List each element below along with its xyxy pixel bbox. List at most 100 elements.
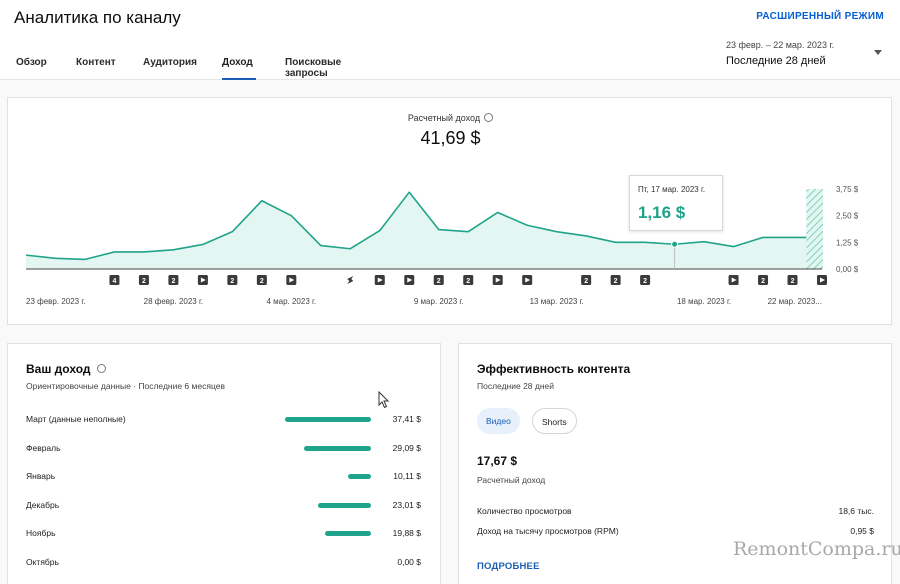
data-point[interactable]	[260, 199, 264, 203]
info-icon[interactable]	[96, 364, 106, 374]
chip-shorts[interactable]: Shorts	[532, 408, 577, 434]
video-count-label: 4	[112, 278, 116, 285]
video-count-marker[interactable]	[787, 275, 798, 285]
income-value: 10,11 $	[393, 471, 421, 481]
performance-title: Эффективность контента	[477, 362, 631, 376]
income-row: Ноябрь 19,88 $	[26, 528, 421, 542]
data-point[interactable]	[614, 240, 618, 244]
views-label: Количество просмотров	[477, 506, 572, 516]
tab-revenue[interactable]: Доход	[222, 50, 256, 80]
data-point[interactable]	[378, 229, 382, 233]
video-count-marker[interactable]	[256, 275, 267, 285]
video-count-marker[interactable]	[640, 275, 651, 285]
info-icon[interactable]	[484, 113, 494, 123]
play-icon	[525, 277, 531, 283]
y-tick-label: 2,50 $	[836, 212, 859, 221]
data-point[interactable]	[466, 230, 470, 234]
tooltip-value: 1,16 $	[638, 203, 686, 222]
performance-amount-label: Расчетный доход	[477, 475, 546, 485]
x-tick-label: 22 мар. 2023...	[768, 297, 822, 306]
advanced-mode-link[interactable]: РАСШИРЕННЫЙ РЕЖИМ	[756, 11, 884, 22]
x-tick-label: 9 мар. 2023 г.	[414, 297, 464, 306]
metric-value: 41,69 $	[420, 128, 481, 148]
date-range-label: Последние 28 дней	[726, 55, 826, 67]
video-count-marker[interactable]	[433, 275, 444, 285]
highlight-point[interactable]	[671, 240, 679, 248]
income-month: Март (данные неполные)	[26, 414, 126, 424]
video-count-marker[interactable]	[463, 275, 474, 285]
video-count-label: 2	[260, 278, 264, 285]
y-tick-label: 3,75 $	[836, 185, 859, 194]
data-point[interactable]	[201, 242, 205, 246]
video-count-label: 2	[614, 278, 618, 285]
rpm-row: Доход на тысячу просмотров (RPM) 0,95 $	[477, 526, 874, 536]
data-point[interactable]	[24, 253, 28, 257]
data-point[interactable]	[761, 235, 765, 239]
play-icon	[289, 277, 295, 283]
income-value: 0,00 $	[397, 556, 421, 567]
rpm-value: 0,95 $	[850, 526, 874, 536]
mouse-cursor-icon	[378, 391, 390, 409]
income-row: Январь 10,11 $	[26, 471, 421, 485]
x-tick-label: 23 февр. 2023 г.	[26, 297, 85, 306]
video-count-marker[interactable]	[168, 275, 179, 285]
views-value: 18,6 тыс.	[838, 506, 874, 516]
income-month: Февраль	[26, 442, 61, 453]
revenue-chart[interactable]: 0,00 $ 1,25 $ 2,50 $ 3,75 $ 4 2 2 2 2 2 2 2 2 2 2 2 23 ф…	[8, 98, 893, 326]
income-bar	[347, 474, 371, 479]
tab-content[interactable]: Контент	[76, 57, 116, 68]
data-point[interactable]	[112, 250, 116, 254]
data-point[interactable]	[791, 235, 795, 239]
data-point[interactable]	[702, 240, 706, 244]
data-point[interactable]	[83, 257, 87, 261]
more-link[interactable]: ПОДРОБНЕЕ	[477, 561, 540, 572]
data-point[interactable]	[437, 228, 441, 232]
data-point[interactable]	[142, 250, 146, 254]
data-point[interactable]	[53, 256, 57, 260]
tab-search-queries[interactable]: Поисковые запросы	[285, 57, 342, 79]
metric-label-text: Расчетный доход	[407, 113, 481, 123]
date-range-picker[interactable]: 23 февр. – 22 мар. 2023 г. Последние 28 …	[726, 40, 834, 67]
tab-overview[interactable]: Обзор	[16, 57, 47, 68]
video-count-label: 2	[761, 278, 765, 285]
shorts-marker-icon[interactable]	[347, 276, 354, 284]
play-icon	[407, 277, 413, 283]
chevron-down-icon[interactable]	[874, 50, 882, 55]
income-bar	[304, 445, 371, 451]
video-count-marker[interactable]	[109, 275, 120, 285]
x-tick-label: 28 февр. 2023 г.	[144, 297, 203, 306]
x-tick-label: 18 мар. 2023 г.	[677, 297, 731, 306]
data-point[interactable]	[289, 214, 293, 218]
video-count-marker[interactable]	[138, 275, 149, 285]
revenue-series-line	[25, 191, 807, 261]
income-value: 29,09 $	[392, 442, 421, 453]
data-point[interactable]	[230, 230, 234, 234]
video-count-marker[interactable]	[758, 275, 769, 285]
tooltip-date: Пт, 17 мар. 2023 г.	[638, 185, 706, 194]
income-month: Октябрь	[26, 556, 59, 567]
data-point[interactable]	[319, 244, 323, 248]
data-point[interactable]	[525, 223, 529, 227]
data-point[interactable]	[171, 248, 175, 252]
tab-audience[interactable]: Аудитория	[143, 57, 197, 68]
content-performance-card: Эффективность контента Последние 28 дней…	[458, 343, 892, 584]
data-point[interactable]	[584, 234, 588, 238]
data-point[interactable]	[407, 190, 411, 194]
data-point[interactable]	[496, 210, 500, 214]
video-count-marker[interactable]	[581, 275, 592, 285]
play-icon	[820, 277, 825, 283]
video-count-label: 2	[437, 278, 441, 285]
data-point[interactable]	[555, 230, 559, 234]
income-row: Декабрь 23,01 $	[26, 500, 421, 514]
data-point[interactable]	[348, 247, 352, 251]
income-title-text: Ваш доход	[26, 362, 91, 376]
data-point[interactable]	[732, 245, 736, 249]
data-point[interactable]	[643, 240, 647, 244]
video-count-label: 2	[171, 278, 175, 285]
y-tick-label: 1,25 $	[836, 238, 859, 247]
video-count-marker[interactable]	[227, 275, 238, 285]
video-count-marker[interactable]	[610, 275, 621, 285]
x-tick-label: 4 мар. 2023 г.	[266, 297, 316, 306]
date-range-dates: 23 февр. – 22 мар. 2023 г.	[726, 40, 835, 50]
chip-video[interactable]: Видео	[477, 408, 520, 434]
